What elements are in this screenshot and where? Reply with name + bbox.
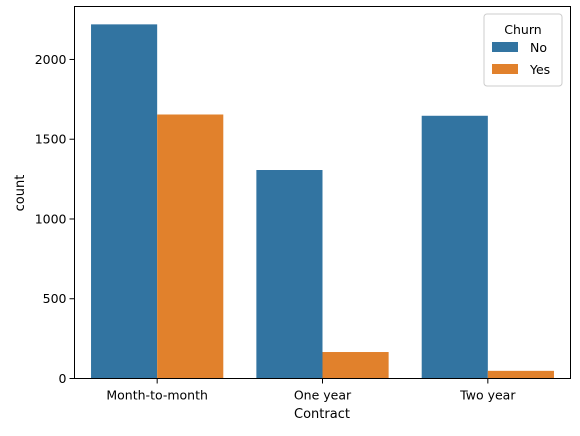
legend-swatch-yes (492, 64, 518, 74)
plot-frame (74, 6, 571, 379)
x-axis-label: Contract (294, 407, 350, 422)
x-tick-label: Two year (459, 388, 516, 403)
legend-swatch-no (492, 42, 518, 52)
y-tick-label: 500 (43, 291, 67, 306)
bar-month-to-month-no (91, 24, 158, 379)
legend-title: Churn (504, 22, 541, 37)
x-tick-label: One year (294, 388, 352, 403)
y-tick-label: 1500 (35, 132, 67, 147)
bar-one-year-yes (322, 352, 389, 379)
y-tick-label: 1000 (35, 211, 67, 226)
legend: Churn No Yes (483, 13, 563, 87)
legend-label-no: No (530, 40, 547, 55)
bar-one-year-no (256, 170, 323, 379)
bar-month-to-month-yes (157, 114, 224, 379)
x-tick-label: Month-to-month (106, 388, 208, 403)
bars-group (91, 24, 554, 379)
y-axis-label: count (13, 175, 28, 212)
y-tick-label: 2000 (35, 52, 67, 67)
y-axis: 0 500 1000 1500 2000 (35, 52, 75, 386)
legend-label-yes: Yes (529, 62, 550, 77)
y-tick-label: 0 (59, 371, 67, 386)
x-axis: Month-to-month One year Two year (106, 378, 516, 403)
bar-two-year-yes (487, 370, 554, 379)
bar-two-year-no (421, 115, 488, 379)
